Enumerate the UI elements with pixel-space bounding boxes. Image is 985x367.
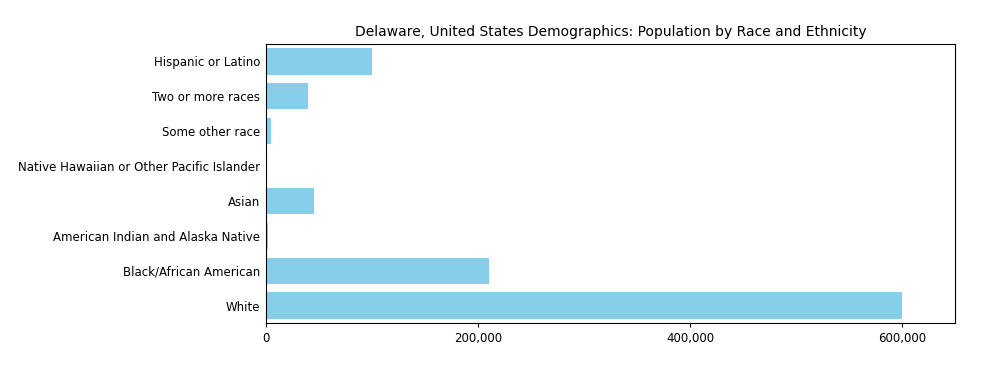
Bar	[266, 48, 372, 75]
Bar	[266, 83, 308, 109]
Bar	[266, 188, 313, 214]
Bar	[266, 223, 268, 249]
Bar	[266, 292, 902, 319]
Bar	[266, 258, 489, 284]
Title: Delaware, United States Demographics: Population by Race and Ethnicity: Delaware, United States Demographics: Po…	[355, 25, 867, 39]
Bar	[266, 118, 271, 144]
